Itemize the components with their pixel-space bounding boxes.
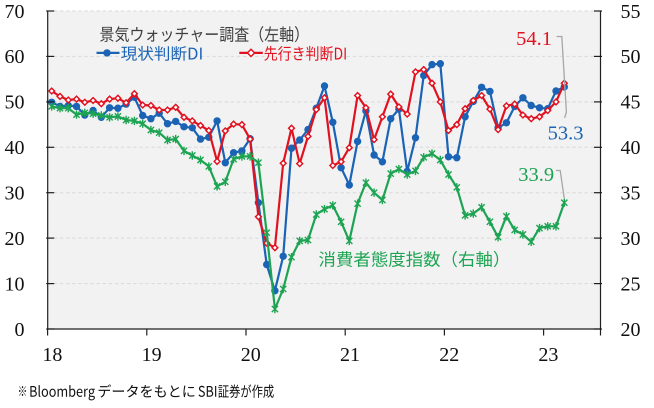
svg-text:20: 20 — [241, 344, 261, 366]
svg-text:53.3: 53.3 — [548, 123, 584, 145]
svg-text:50: 50 — [621, 46, 641, 68]
svg-text:35: 35 — [621, 183, 641, 205]
svg-text:60: 60 — [5, 46, 25, 68]
svg-text:33.9: 33.9 — [518, 164, 554, 186]
svg-text:50: 50 — [5, 92, 25, 114]
svg-text:20: 20 — [621, 319, 641, 341]
svg-text:30: 30 — [5, 183, 25, 205]
svg-text:40: 40 — [621, 137, 641, 159]
svg-text:21: 21 — [340, 344, 360, 366]
svg-text:55: 55 — [621, 1, 641, 23]
svg-text:0: 0 — [15, 319, 25, 341]
svg-text:40: 40 — [5, 137, 25, 159]
svg-text:54.1: 54.1 — [516, 28, 552, 50]
svg-text:10: 10 — [5, 273, 25, 295]
svg-text:23: 23 — [538, 344, 558, 366]
svg-text:25: 25 — [621, 273, 641, 295]
svg-text:18: 18 — [42, 344, 62, 366]
svg-text:30: 30 — [621, 228, 641, 250]
svg-text:22: 22 — [439, 344, 459, 366]
svg-text:45: 45 — [621, 92, 641, 114]
svg-text:70: 70 — [5, 1, 25, 23]
svg-text:19: 19 — [142, 344, 162, 366]
svg-text:20: 20 — [5, 228, 25, 250]
